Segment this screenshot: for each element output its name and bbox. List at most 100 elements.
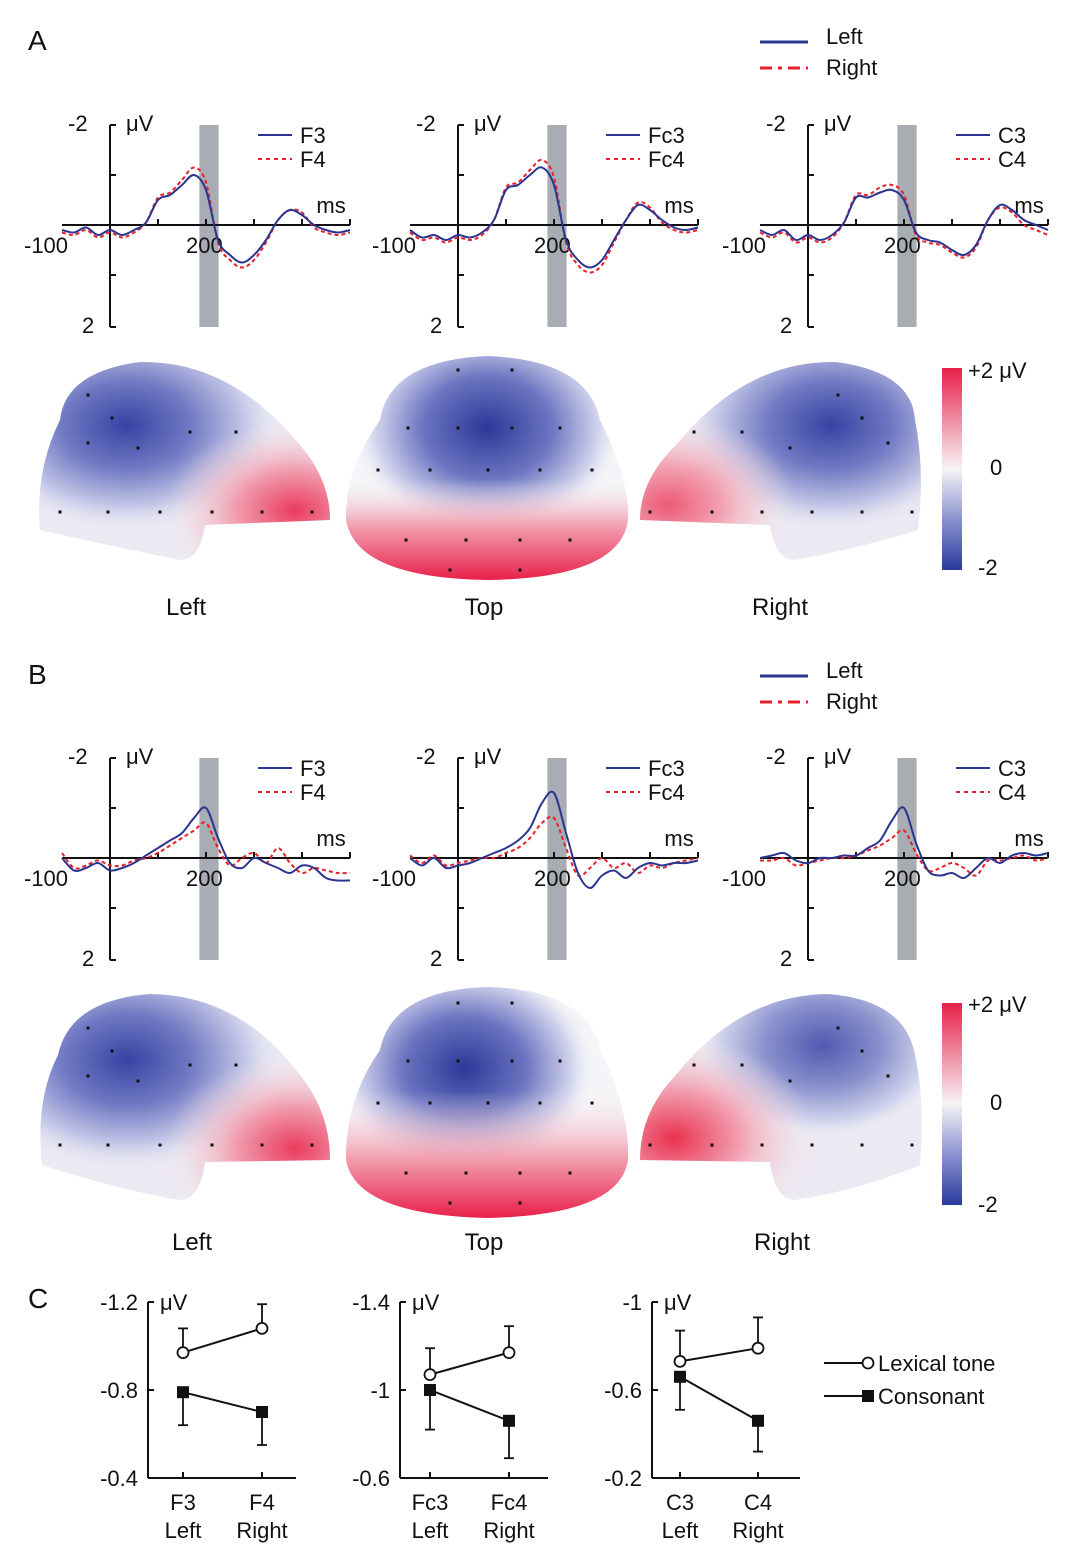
y-bottom-label: 2 bbox=[82, 313, 94, 338]
tone-marker bbox=[673, 1355, 687, 1368]
y-top-label: -2 bbox=[766, 744, 786, 769]
colorbar-a: +2 μV 0 -2 bbox=[942, 358, 1027, 580]
topo-positive-field bbox=[640, 361, 921, 560]
electrode-dot bbox=[692, 430, 696, 434]
y-unit-label: μV bbox=[824, 744, 852, 769]
x-unit-label: ms bbox=[1014, 193, 1043, 218]
topo-a-left bbox=[39, 361, 331, 560]
view-label-left: Left bbox=[172, 1229, 212, 1256]
series-right-line bbox=[61, 166, 351, 269]
x-tick-label-mid: 200 bbox=[186, 866, 223, 891]
colorbar-min-label: -2 bbox=[978, 555, 998, 580]
electrode-dot bbox=[456, 426, 460, 430]
x-tick-label-left: -100 bbox=[24, 233, 68, 258]
electrode-dot bbox=[106, 1143, 110, 1147]
legend-consonant-marker bbox=[862, 1390, 874, 1402]
electrode-dot bbox=[558, 1059, 562, 1063]
x-tick-label: Fc4 bbox=[491, 1490, 528, 1515]
electrode-dot bbox=[760, 1143, 764, 1147]
legend-left-label: Left bbox=[826, 658, 863, 683]
electrode-dot bbox=[58, 510, 62, 514]
electrode-dot bbox=[376, 1101, 380, 1105]
topo-positive-field bbox=[640, 994, 922, 1200]
x-tick-label-left: -100 bbox=[722, 233, 766, 258]
y-unit-label: μV bbox=[824, 111, 852, 136]
series-line bbox=[679, 1375, 759, 1422]
consonant-marker bbox=[674, 1370, 686, 1383]
colorbar-min-label: -2 bbox=[978, 1192, 998, 1217]
electrode-dot bbox=[860, 416, 864, 420]
legend-tone-label: Lexical tone bbox=[878, 1351, 995, 1376]
electrode-dot bbox=[538, 468, 542, 472]
x-tick-label: F4 bbox=[249, 1490, 275, 1515]
electrode-dot bbox=[510, 426, 514, 430]
x-tick-label: C3 bbox=[666, 1490, 694, 1515]
electrode-dot bbox=[428, 468, 432, 472]
x-unit-label: ms bbox=[664, 826, 693, 851]
tone-marker bbox=[255, 1322, 269, 1335]
electrode-dot bbox=[558, 426, 562, 430]
electrode-dot bbox=[234, 430, 238, 434]
electrode-dot bbox=[518, 538, 522, 542]
panel-c-legend: Lexical tone Consonant bbox=[824, 1351, 995, 1409]
electrode-dot bbox=[406, 1059, 410, 1063]
y-top-label: -2 bbox=[68, 111, 88, 136]
colorbar-mid-label: 0 bbox=[990, 455, 1002, 480]
view-label-right: Right bbox=[752, 594, 808, 621]
series-left-label: F3 bbox=[300, 756, 326, 781]
electrode-dot bbox=[158, 1143, 162, 1147]
legend-consonant-label: Consonant bbox=[878, 1384, 984, 1409]
y-top-label: -2 bbox=[68, 744, 88, 769]
electrode-dot bbox=[136, 1079, 140, 1083]
y-bottom-label: 2 bbox=[82, 946, 94, 971]
electrode-dot bbox=[740, 1063, 744, 1067]
electrode-dot bbox=[860, 1049, 864, 1053]
x-tick-label: Right bbox=[236, 1518, 287, 1543]
consonant-marker bbox=[424, 1384, 436, 1396]
electrode-dot bbox=[510, 1001, 514, 1005]
electrode-dot bbox=[740, 430, 744, 434]
series-line bbox=[182, 1391, 263, 1413]
x-tick-label: Left bbox=[662, 1518, 699, 1543]
x-unit-label: ms bbox=[316, 826, 345, 851]
electrode-dot bbox=[648, 1143, 652, 1147]
colorbar-gradient bbox=[942, 368, 962, 570]
electrode-dot bbox=[110, 1049, 114, 1053]
legend-right-label: Right bbox=[826, 689, 877, 714]
tone-marker bbox=[751, 1341, 765, 1355]
y-tick-label: -1.2 bbox=[100, 1290, 138, 1315]
series-left-label: C3 bbox=[998, 756, 1026, 781]
y-tick-label: -0.2 bbox=[604, 1466, 642, 1491]
electrode-dot bbox=[448, 568, 452, 572]
line-plot-c-f: -1.2 -0.8 -0.4 μV F3 Left F4 Right bbox=[100, 1290, 296, 1543]
electrode-dot bbox=[810, 510, 814, 514]
series-left-label: Fc3 bbox=[648, 123, 685, 148]
consonant-marker bbox=[752, 1414, 764, 1427]
electrode-dot bbox=[590, 1101, 594, 1105]
series-left-line bbox=[61, 806, 351, 882]
electrode-dot bbox=[568, 1171, 572, 1175]
legend-tone-marker bbox=[861, 1356, 875, 1370]
legend-left-label: Left bbox=[826, 24, 863, 49]
topo-a-top bbox=[345, 356, 629, 580]
electrode-dot bbox=[86, 1026, 90, 1030]
x-tick-label-mid: 200 bbox=[534, 866, 571, 891]
colorbar-max-label: +2 μV bbox=[968, 992, 1027, 1017]
x-tick-label-left: -100 bbox=[722, 866, 766, 891]
x-unit-label: ms bbox=[316, 193, 345, 218]
series-right-label: F4 bbox=[300, 147, 326, 172]
electrode-dot bbox=[510, 1059, 514, 1063]
electrode-dot bbox=[310, 1143, 314, 1147]
colorbar-b: +2 μV 0 -2 bbox=[942, 992, 1027, 1217]
tone-marker bbox=[502, 1346, 516, 1359]
topo-positive-field bbox=[39, 361, 331, 560]
electrode-dot bbox=[518, 1201, 522, 1205]
series-left-line bbox=[409, 790, 699, 889]
series-right-label: F4 bbox=[300, 780, 326, 805]
electrode-dot bbox=[260, 1143, 264, 1147]
topo-b-right bbox=[640, 994, 922, 1200]
x-tick-label-left: -100 bbox=[24, 866, 68, 891]
